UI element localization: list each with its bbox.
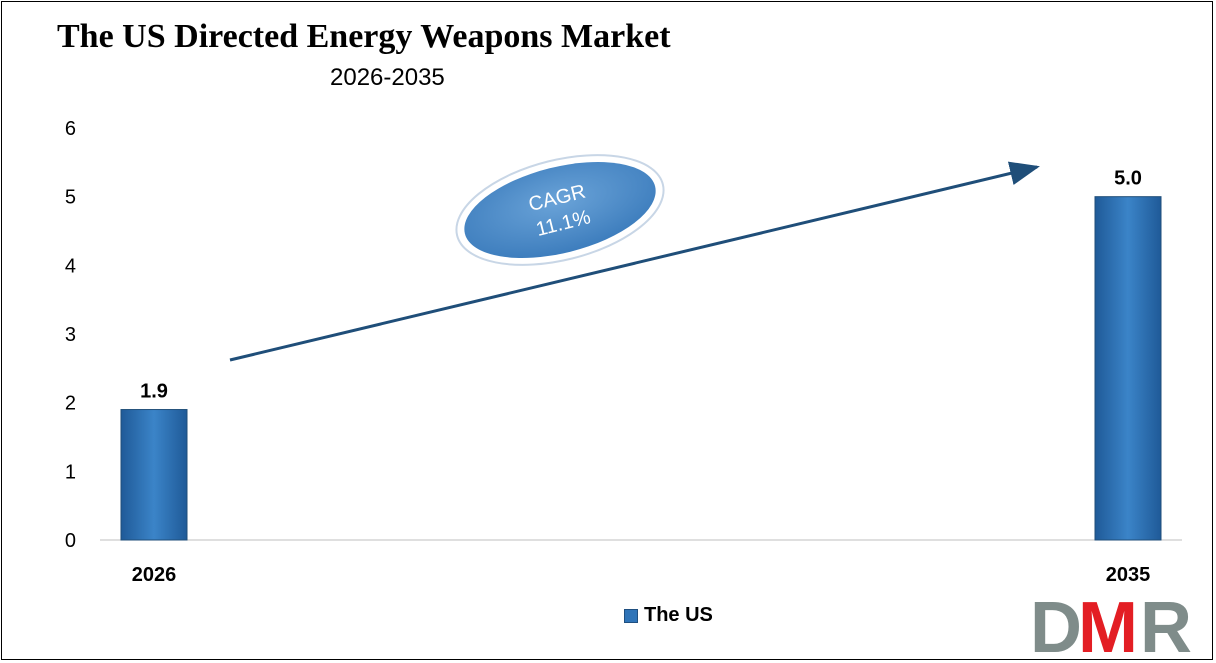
svg-text:D: D [1030, 588, 1082, 663]
bar-2026 [120, 409, 188, 541]
bar-2035 [1094, 196, 1162, 541]
dmr-logo: D M R [1030, 588, 1192, 663]
y-tick-label: 0 [65, 530, 76, 552]
data-label: 1.9 [140, 381, 168, 403]
y-tick-label: 5 [65, 187, 76, 209]
x-tick-label: 2026 [132, 564, 177, 586]
y-tick-label: 1 [65, 461, 76, 483]
legend-label: The US [644, 604, 713, 626]
data-label: 5.0 [1114, 168, 1142, 190]
cagr-ellipse: CAGR 11.1% [455, 154, 665, 266]
y-tick-label: 4 [65, 255, 76, 277]
svg-text:M: M [1078, 588, 1138, 663]
x-tick-label: 2035 [1106, 564, 1151, 586]
chart-title: The US Directed Energy Weapons Market [57, 18, 671, 55]
y-tick-label: 3 [65, 324, 76, 346]
y-tick-label: 2 [65, 393, 76, 415]
y-tick-label: 6 [65, 118, 76, 140]
svg-text:R: R [1140, 588, 1192, 663]
chart-subtitle: 2026-2035 [330, 64, 445, 91]
cagr-arrow [229, 161, 1040, 362]
legend-swatch [624, 608, 638, 623]
legend: The US [624, 604, 713, 627]
